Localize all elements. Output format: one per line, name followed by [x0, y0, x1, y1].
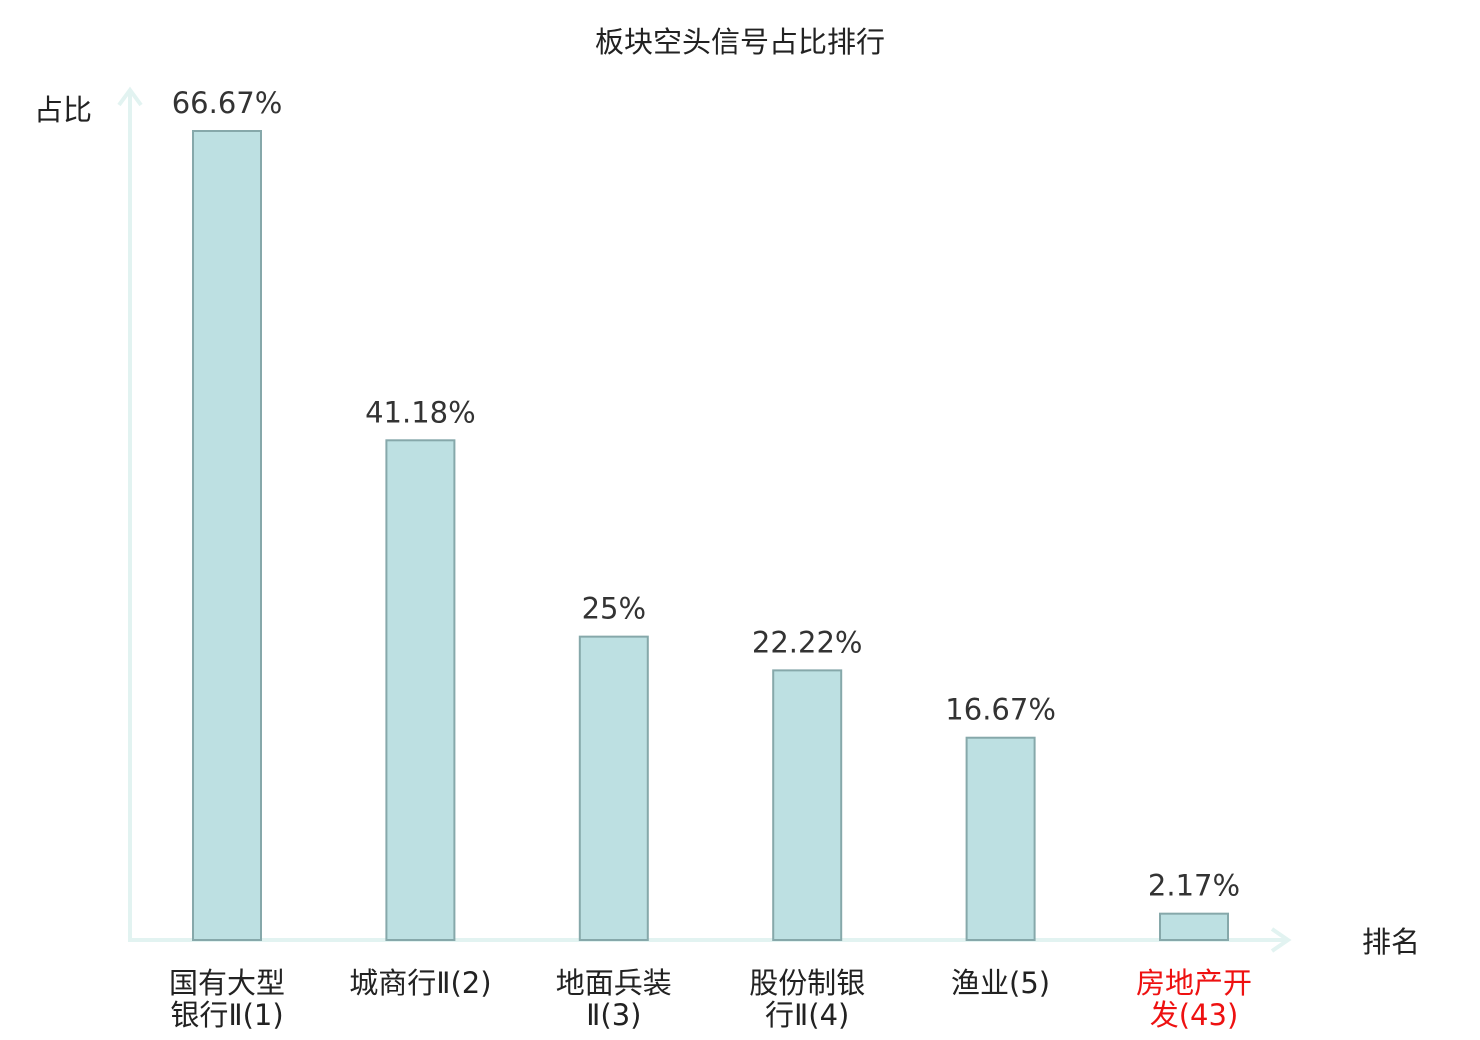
chart-title: 板块空头信号占比排行 — [595, 25, 885, 59]
bar-6 — [1159, 912, 1229, 942]
value-label-5: 16.67% — [945, 693, 1056, 727]
value-label-4: 22.22% — [752, 625, 863, 659]
bars-group: 66.67% 国有大型银行Ⅱ(1) 41.18% 城商行Ⅱ(2) 25% 地面兵装 Ⅱ(3)… — [169, 86, 1252, 1032]
category-label-2: 城商行Ⅱ(2) — [349, 966, 491, 1000]
category-label-4: 股份制银行Ⅱ(4) — [749, 966, 865, 1032]
bar-4 — [772, 669, 843, 941]
bar-1 — [192, 130, 262, 941]
bar-5 — [965, 736, 1036, 941]
bar-2 — [385, 439, 456, 941]
category-label-3: 地面兵装 Ⅱ(3) — [556, 966, 672, 1032]
value-label-2: 41.18% — [365, 395, 476, 429]
x-axis-title: 排名 — [1362, 925, 1420, 959]
y-axis-arrow — [117, 86, 143, 107]
bar-3 — [578, 635, 649, 942]
value-label-1: 66.67% — [172, 86, 283, 120]
y-axis-title: 占比 — [34, 93, 92, 127]
value-label-3: 25% — [582, 592, 646, 626]
value-label-6: 2.17% — [1148, 869, 1240, 903]
category-label-1: 国有大型银行Ⅱ(1) — [169, 966, 285, 1032]
category-label-5: 渔业(5) — [951, 966, 1050, 1000]
category-label-6: 房地产开发(43) — [1136, 966, 1252, 1032]
x-axis-arrow — [1270, 927, 1292, 953]
